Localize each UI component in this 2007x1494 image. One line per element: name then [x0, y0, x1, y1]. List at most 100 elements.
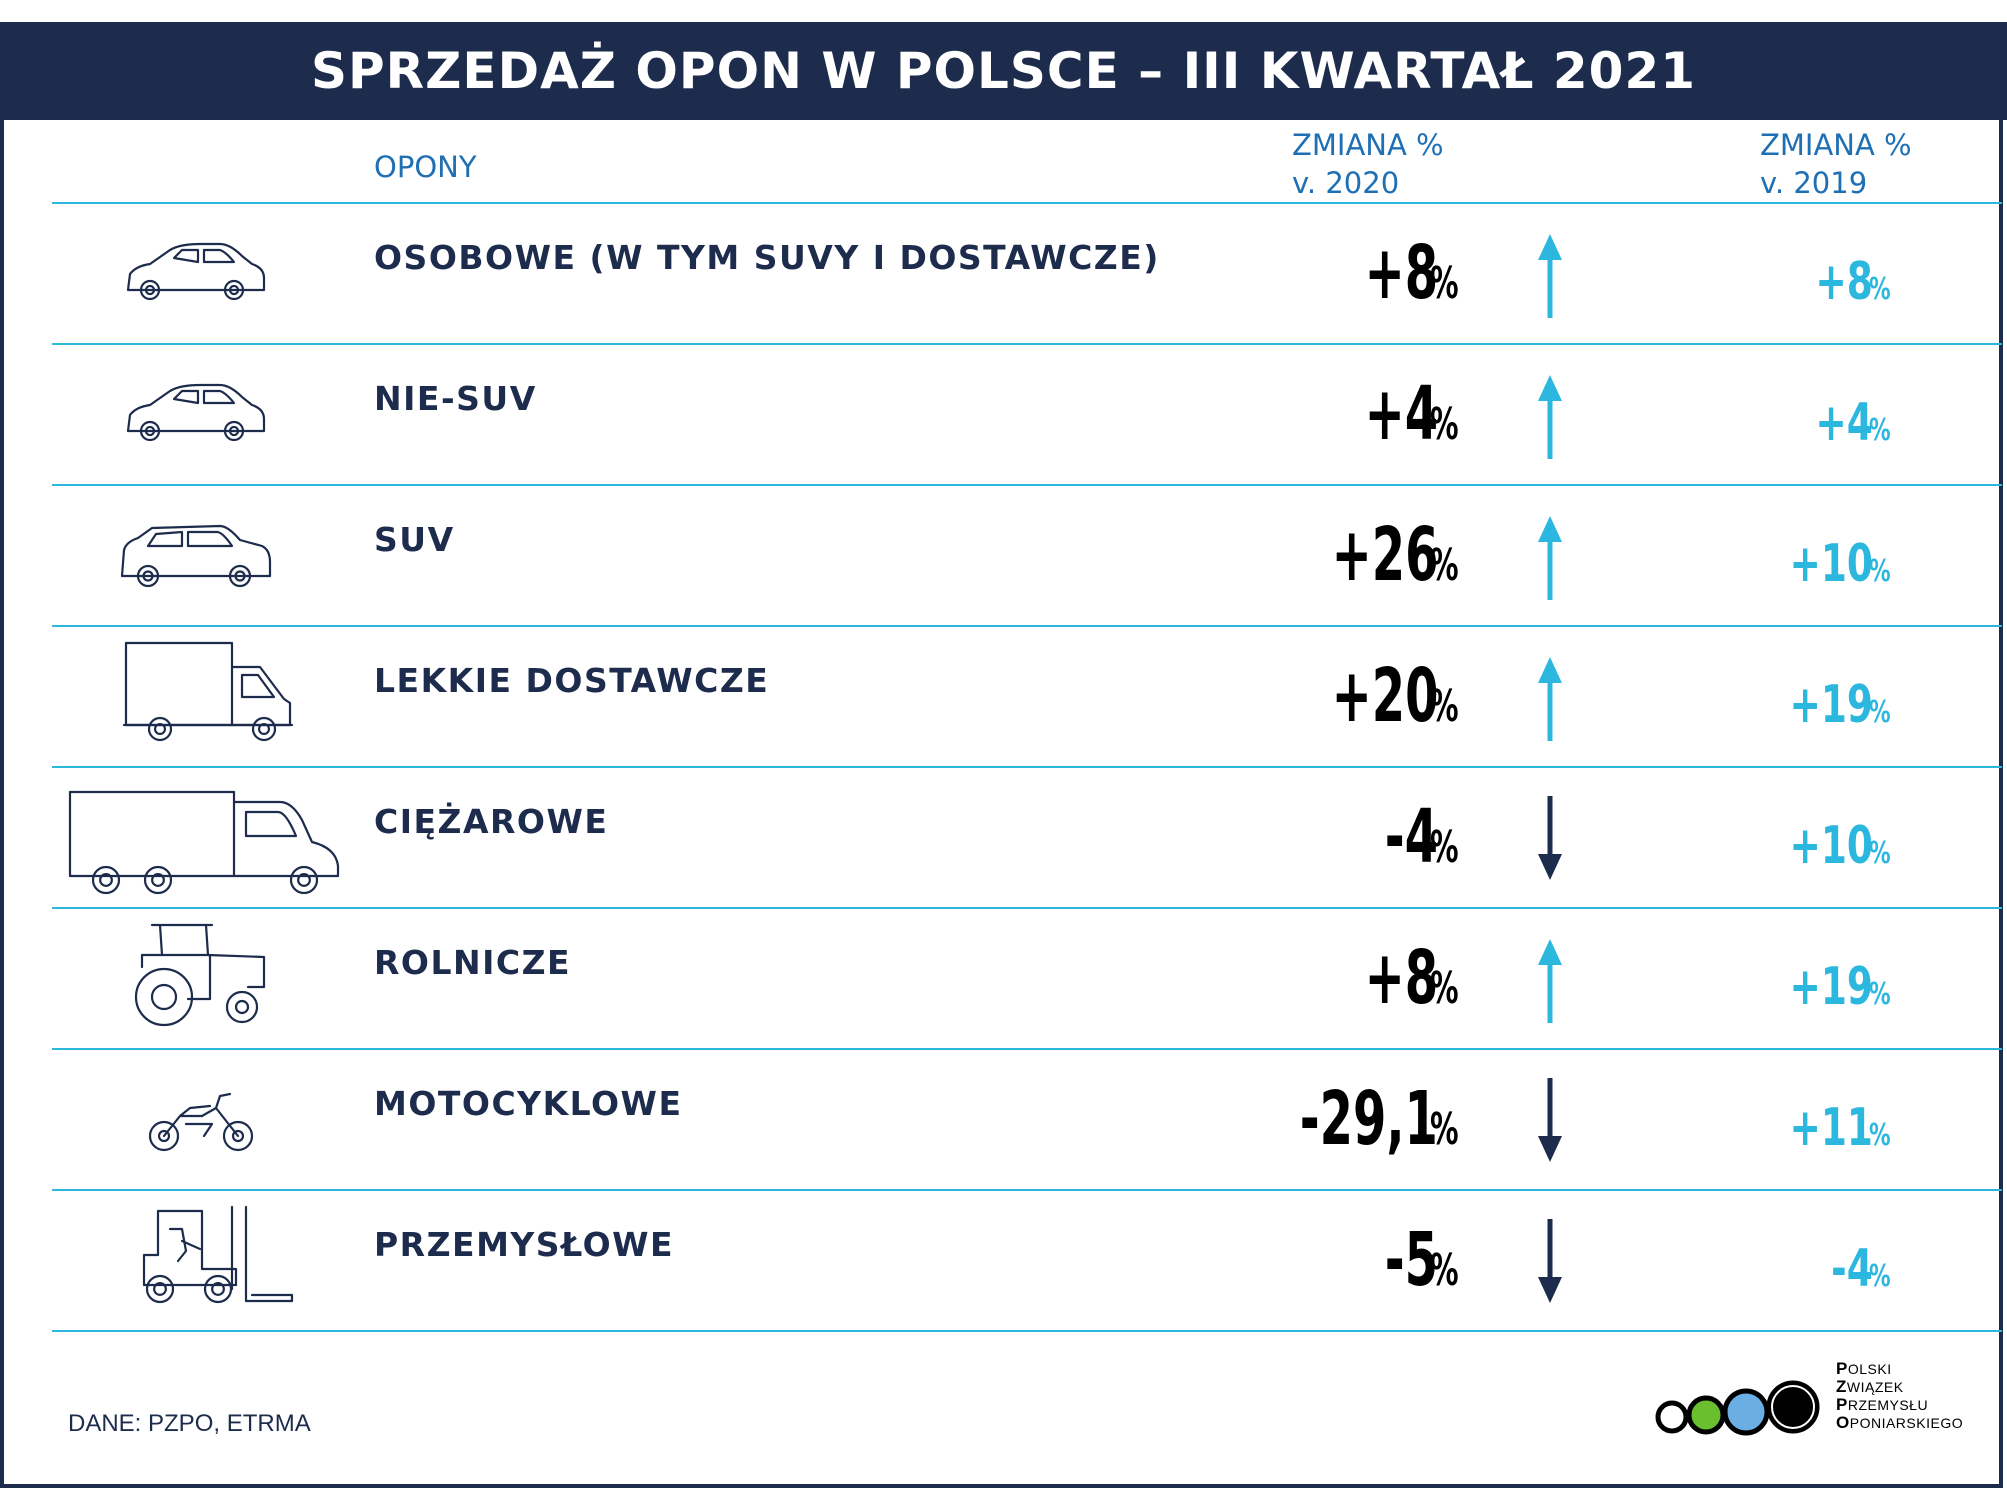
logo-line-1: POLSKI	[1836, 1359, 1892, 1378]
row-category-label: LEKKIE DOSTAWCZE	[374, 661, 770, 700]
change-vs-2019: +4%	[1793, 393, 1899, 453]
change-vs-2020-value: +26	[1331, 512, 1439, 598]
change-vs-2020: -4%	[1364, 794, 1470, 880]
suv-icon	[116, 484, 276, 624]
page-title: SPRZEDAŻ OPON W POLSCE – III KWARTAŁ 202…	[311, 42, 1696, 100]
arrow-up-icon	[1530, 653, 1570, 743]
change-vs-2020-value: -4	[1385, 794, 1439, 880]
motorcycle-icon	[146, 1048, 256, 1188]
arrow-up-icon	[1530, 512, 1570, 602]
change-vs-2019-value: +4	[1815, 393, 1873, 453]
change-vs-2019: +19%	[1757, 957, 1899, 1017]
percent-sign: %	[1868, 1118, 1891, 1153]
percent-sign: %	[1430, 1245, 1459, 1296]
change-vs-2019: +8%	[1793, 252, 1899, 312]
table-row: NIE-SUV +4% +4%	[0, 343, 2007, 483]
row-category-label: MOTOCYKLOWE	[374, 1084, 683, 1123]
column-header-2020: ZMIANA % v. 2020	[1292, 126, 1444, 202]
row-divider	[52, 766, 2002, 768]
logo-dot-1	[1655, 1400, 1689, 1434]
change-vs-2019: +10%	[1757, 816, 1899, 876]
row-category-label: NIE-SUV	[374, 379, 537, 418]
change-vs-2020-value: -29,1	[1300, 1076, 1439, 1162]
logo-dot-3	[1722, 1388, 1770, 1436]
change-vs-2020: +8%	[1336, 935, 1470, 1021]
tractor-icon	[132, 907, 272, 1047]
change-vs-2019-value: +10	[1789, 534, 1873, 594]
logo-dot-2	[1686, 1395, 1726, 1435]
row-category-label: OSOBOWE (W TYM SUVY I DOSTAWCZE)	[374, 238, 1160, 277]
change-vs-2019-value: -4	[1831, 1239, 1873, 1299]
table-row: ROLNICZE +8% +19%	[0, 907, 2007, 1047]
row-divider-top	[52, 202, 2002, 204]
table-row: CIĘŻAROWE -4% +10%	[0, 766, 2007, 906]
table-row: OSOBOWE (W TYM SUVY I DOSTAWCZE) +8% +8%	[0, 202, 2007, 342]
column-header-2020-line2: v. 2020	[1292, 166, 1400, 200]
row-divider	[52, 1330, 2002, 1332]
logo-line-3: PRZEMYSŁU	[1836, 1395, 1929, 1414]
car-icon	[120, 202, 270, 342]
change-vs-2020: +20%	[1290, 653, 1470, 739]
arrow-down-icon	[1530, 1076, 1570, 1166]
row-divider	[52, 484, 2002, 486]
percent-sign: %	[1868, 272, 1891, 307]
page-frame	[0, 22, 2003, 1488]
pzpo-logo-icon	[1655, 1380, 1820, 1436]
percent-sign: %	[1430, 822, 1459, 873]
truck-icon	[66, 766, 346, 906]
car-icon	[120, 343, 270, 483]
percent-sign: %	[1430, 258, 1459, 309]
change-vs-2020: -29,1%	[1246, 1076, 1470, 1162]
percent-sign: %	[1430, 540, 1459, 591]
change-vs-2019-value: +19	[1789, 957, 1873, 1017]
row-divider	[52, 1048, 2002, 1050]
change-vs-2019-value: +8	[1815, 252, 1873, 312]
column-header-2019-line2: v. 2019	[1760, 166, 1868, 200]
arrow-up-icon	[1530, 935, 1570, 1025]
percent-sign: %	[1868, 554, 1891, 589]
data-source: DANE: PZPO, ETRMA	[68, 1410, 311, 1437]
table-row: LEKKIE DOSTAWCZE +20% +19%	[0, 625, 2007, 765]
change-vs-2020-value: +4	[1364, 371, 1439, 457]
change-vs-2019-value: +11	[1789, 1098, 1873, 1158]
row-category-label: PRZEMYSŁOWE	[374, 1225, 675, 1264]
change-vs-2020: +8%	[1336, 230, 1470, 316]
change-vs-2020-value: +8	[1364, 230, 1439, 316]
change-vs-2020-value: -5	[1385, 1217, 1439, 1303]
change-vs-2019: +11%	[1757, 1098, 1899, 1158]
arrow-up-icon	[1530, 230, 1570, 320]
change-vs-2020: +26%	[1290, 512, 1470, 598]
column-header-2019: ZMIANA % v. 2019	[1760, 126, 1912, 202]
row-divider	[52, 625, 2002, 627]
percent-sign: %	[1430, 963, 1459, 1014]
percent-sign: %	[1868, 836, 1891, 871]
percent-sign: %	[1430, 681, 1459, 732]
column-header-2020-line1: ZMIANA %	[1292, 128, 1444, 162]
column-header-2019-line1: ZMIANA %	[1760, 128, 1912, 162]
percent-sign: %	[1868, 413, 1891, 448]
forklift-icon	[136, 1189, 296, 1329]
row-category-label: CIĘŻAROWE	[374, 802, 609, 841]
row-divider	[52, 343, 2002, 345]
percent-sign: %	[1430, 1104, 1459, 1155]
row-category-label: ROLNICZE	[374, 943, 572, 982]
table-row: SUV +26% +10%	[0, 484, 2007, 624]
change-vs-2019-value: +19	[1789, 675, 1873, 735]
change-vs-2019: -4%	[1815, 1239, 1899, 1299]
van-icon	[120, 625, 300, 765]
change-vs-2020: +4%	[1336, 371, 1470, 457]
change-vs-2020-value: +20	[1331, 653, 1439, 739]
arrow-down-icon	[1530, 794, 1570, 884]
arrow-up-icon	[1530, 371, 1570, 461]
logo-line-4: OPONIARSKIEGO	[1836, 1413, 1964, 1432]
row-category-label: SUV	[374, 520, 455, 559]
change-vs-2019: +19%	[1757, 675, 1899, 735]
title-bar: SPRZEDAŻ OPON W POLSCE – III KWARTAŁ 202…	[0, 22, 2007, 120]
percent-sign: %	[1868, 977, 1891, 1012]
change-vs-2020-value: +8	[1364, 935, 1439, 1021]
change-vs-2019: +10%	[1757, 534, 1899, 594]
row-divider	[52, 907, 2002, 909]
change-vs-2020: -5%	[1364, 1217, 1470, 1303]
logo-dot-4	[1766, 1380, 1820, 1434]
logo-line-2: ZWIĄZEK	[1836, 1377, 1904, 1396]
